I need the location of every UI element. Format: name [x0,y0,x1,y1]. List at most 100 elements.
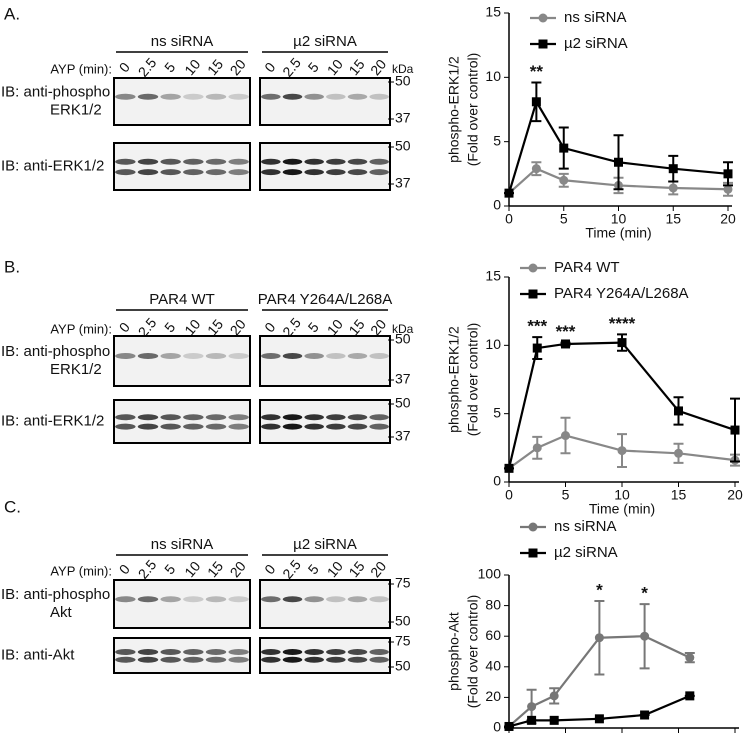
time-tick: 15 [204,558,226,580]
time-tick: 2.5 [135,556,160,581]
kda-marker: 37 [395,175,411,191]
time-tick: 10 [324,56,346,78]
panel-label: C. [4,497,21,516]
blot-band [115,649,136,655]
blot-band [261,414,281,421]
y-axis-label: (Fold over control) [465,323,481,437]
point [532,343,542,353]
blot-band [347,93,368,100]
y-tick-label: 10 [485,336,501,352]
blot-band [304,93,324,100]
point [559,143,569,153]
blot-band [183,423,204,430]
blot-band [261,353,281,359]
y-tick-label: 60 [485,627,501,643]
significance: **** [609,314,636,333]
blot-band [261,93,281,100]
significance: ** [530,62,544,81]
blot-band [304,353,324,359]
kda-label: kDa [392,322,414,336]
blot-band [326,649,346,655]
significance: *** [556,322,576,341]
kda-label: kDa [392,62,414,76]
time-tick: 15 [204,316,226,338]
blot-band [282,656,303,663]
blot-band [160,423,181,430]
blot-band [228,656,249,663]
kda-marker: 50 [395,331,411,347]
legend-label: µ2 siRNA [564,35,628,52]
blot-band [205,414,227,421]
point [504,463,514,473]
point [594,714,604,724]
time-tick: 10 [181,56,203,78]
time-tick: 0 [116,561,133,577]
blot-frame [259,637,391,674]
y-tick-label: 20 [485,688,501,704]
y-tick-label: 0 [493,197,501,213]
point [668,183,678,193]
blot-band [304,649,324,655]
group-label: ns siRNA [151,33,214,50]
point [674,448,683,458]
significance: * [596,580,603,599]
x-tick-label: 15 [665,211,681,227]
time-tick: 2.5 [279,556,304,581]
point [531,164,541,174]
blot-band [326,158,346,165]
kda-marker: 75 [395,575,411,591]
group-label: PAR4 Y264A/L268A [258,291,393,308]
blot-band [228,596,249,603]
blot-band [347,423,368,430]
time-label: AYP (min): [50,321,112,336]
blot-band [369,93,389,100]
blot-frame [259,142,391,191]
blot-band [304,414,324,421]
point [640,710,650,720]
significance: * [641,584,648,603]
blot-band [347,169,368,176]
blot-band [369,169,389,176]
y-tick-label: 5 [493,404,501,420]
blot-band [183,414,204,421]
kda-marker: 75 [395,633,411,649]
time-tick: 5 [161,561,178,577]
blot-band [326,353,346,359]
row-label: IB: anti-Akt [1,646,75,663]
legend-label: ns siRNA [554,518,617,535]
y-tick-label: 0 [493,473,501,489]
blot-band [160,414,181,421]
time-tick: 10 [324,316,346,338]
blot-frame [113,399,251,444]
time-tick: 20 [227,316,249,338]
time-tick: 0 [261,319,278,335]
y-tick-label: 5 [493,132,501,148]
x-tick-label: 5 [562,487,570,503]
blot-band [137,158,159,165]
time-tick: 15 [204,56,226,78]
x-tick-label: 5 [560,211,568,227]
legend-marker [538,39,548,49]
blot-band [160,649,181,655]
blot-frame [259,399,391,444]
legend-label: µ2 siRNA [554,544,618,561]
blot-band [205,423,227,430]
time-tick: 5 [305,561,322,577]
blot-band [282,158,303,165]
point [723,184,733,194]
blot-band [369,649,389,655]
blot-band [369,353,389,359]
blot-band [228,423,249,430]
blot-band [137,93,159,100]
blot-band [183,656,204,663]
blot-band [205,596,227,603]
time-tick: 0 [261,59,278,75]
point [730,425,740,435]
legend-label: ns siRNA [564,9,627,26]
blot-band [228,169,249,176]
time-tick: 5 [305,319,322,335]
blot-frame [259,77,391,126]
blot-band [326,423,346,430]
x-axis-label: Time (min) [585,225,651,241]
blot-band [369,656,389,663]
